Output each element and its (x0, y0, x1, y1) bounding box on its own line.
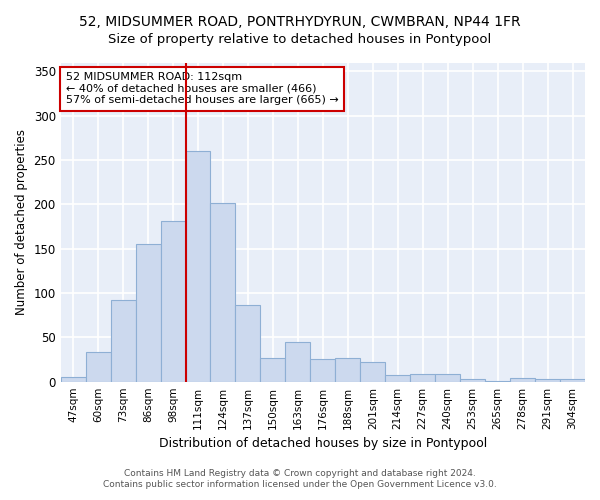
Text: 52 MIDSUMMER ROAD: 112sqm
← 40% of detached houses are smaller (466)
57% of semi: 52 MIDSUMMER ROAD: 112sqm ← 40% of detac… (66, 72, 338, 106)
Bar (260, 358, 286, 382)
Bar (335, 358, 360, 382)
Bar (286, 342, 310, 382)
Bar (185, 151, 211, 382)
Bar (385, 376, 410, 382)
Bar (161, 221, 185, 382)
Text: Contains public sector information licensed under the Open Government Licence v3: Contains public sector information licen… (103, 480, 497, 489)
Bar (211, 202, 235, 382)
Bar (61, 377, 86, 382)
Bar (410, 374, 435, 382)
Bar (360, 362, 385, 382)
Text: Contains HM Land Registry data © Crown copyright and database right 2024.: Contains HM Land Registry data © Crown c… (124, 469, 476, 478)
Bar (460, 379, 485, 382)
Text: Size of property relative to detached houses in Pontypool: Size of property relative to detached ho… (109, 32, 491, 46)
Bar (560, 379, 585, 382)
Bar (535, 379, 560, 382)
Bar (235, 306, 260, 382)
Bar (435, 374, 460, 382)
Bar (110, 300, 136, 382)
X-axis label: Distribution of detached houses by size in Pontypool: Distribution of detached houses by size … (159, 437, 487, 450)
Bar (136, 244, 161, 382)
Bar (485, 381, 510, 382)
Text: 52, MIDSUMMER ROAD, PONTRHYDYRUN, CWMBRAN, NP44 1FR: 52, MIDSUMMER ROAD, PONTRHYDYRUN, CWMBRA… (79, 15, 521, 29)
Bar (310, 358, 335, 382)
Y-axis label: Number of detached properties: Number of detached properties (15, 129, 28, 315)
Bar (86, 352, 110, 382)
Bar (510, 378, 535, 382)
